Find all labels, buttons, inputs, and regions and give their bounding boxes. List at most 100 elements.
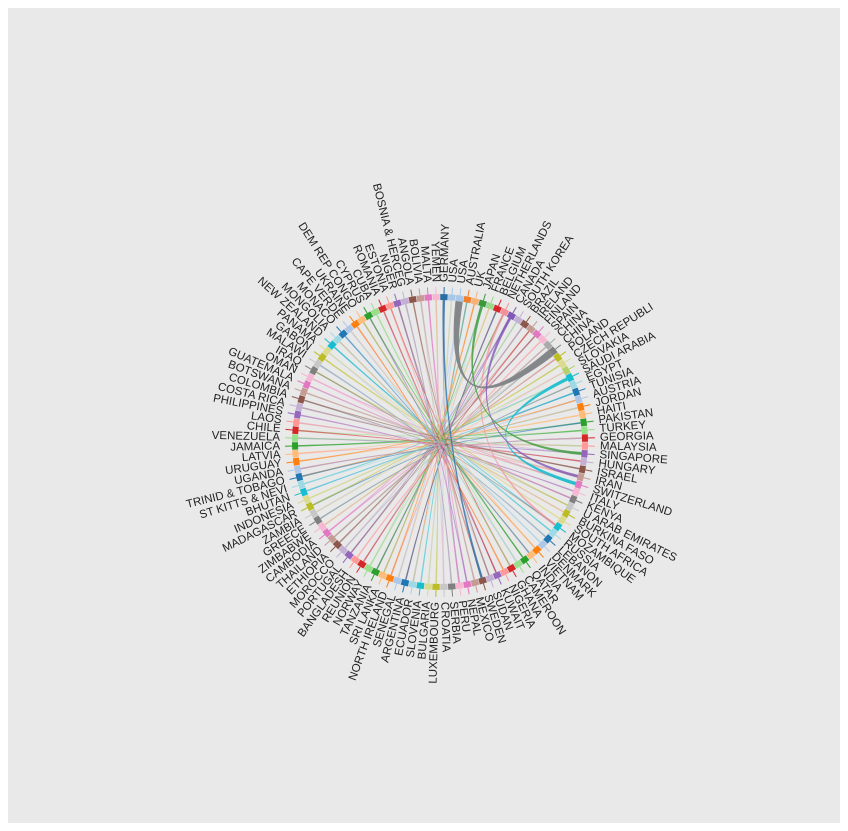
tick-malta-114 <box>426 287 429 295</box>
arc-mongolia-101 <box>332 334 343 345</box>
arc-ghana-48 <box>506 563 517 573</box>
arc-ethiopia-72 <box>332 539 343 550</box>
tick-ghana-48 <box>512 570 517 578</box>
label-georgia-28: GEORGIA <box>600 430 654 443</box>
arc-cyprus-106 <box>363 311 374 321</box>
arc-brazil-11 <box>519 319 530 329</box>
arc-portugal-70 <box>344 550 354 560</box>
tick-angola-112 <box>410 289 413 297</box>
arc-china-16 <box>548 346 558 356</box>
ribbon-norway-67 <box>369 321 518 566</box>
tick-tunisia-22 <box>578 388 586 392</box>
arc-iran-33 <box>576 472 585 482</box>
arc-usa-1 <box>447 294 456 301</box>
tick-latvia-85 <box>285 453 293 456</box>
tick-india-45 <box>532 557 538 564</box>
tick-zambia-77 <box>304 514 312 519</box>
label-luxembourg-58: LUXEMBOURG <box>427 602 441 684</box>
arc-bosnia-herceg-111 <box>400 297 410 306</box>
arc-nepal-54 <box>463 580 472 589</box>
arc-yemen-115 <box>432 294 440 301</box>
ribbon-monaco-102 <box>344 335 530 554</box>
tick-new-zealand-100 <box>324 338 331 344</box>
tick-sudan-51 <box>490 580 494 588</box>
arc-monaco-102 <box>338 329 348 339</box>
arc-ireland-12 <box>526 324 536 334</box>
arc-vietnam-44 <box>532 545 542 555</box>
tick-mongolia-101 <box>330 332 336 338</box>
label-germany-0: GERMANY <box>438 223 452 282</box>
arc-russia-41 <box>548 528 558 538</box>
arc-ecuador-61 <box>408 580 417 589</box>
arc-cuba-107 <box>370 307 381 317</box>
tick-burkina-faso-38 <box>568 514 576 519</box>
ribbon-new-zealand-100 <box>333 346 552 532</box>
tick-finland-13 <box>538 326 544 333</box>
tick-norway-67 <box>363 570 368 578</box>
tick-chile-88 <box>285 428 293 431</box>
ribbon-oman-95 <box>312 378 564 513</box>
tick-singapore-30 <box>587 453 595 456</box>
tick-jordan-24 <box>583 404 591 407</box>
tick-cambodia-74 <box>318 534 325 540</box>
arcs-layer <box>285 287 595 597</box>
arc-netherlands-8 <box>499 307 510 317</box>
tick-greece-76 <box>309 521 316 526</box>
tick-bangladesh-69 <box>349 561 355 569</box>
arc-tanzania-66 <box>370 567 381 577</box>
tick-mexico-53 <box>475 585 478 593</box>
arc-italy-35 <box>572 487 581 497</box>
arc-gabon-98 <box>317 352 327 363</box>
arc-latvia-85 <box>292 449 299 458</box>
label-serbia-56: SERBIA <box>447 601 462 644</box>
tick-saudi-arabia-20 <box>572 372 580 377</box>
arc-chile-88 <box>292 426 299 435</box>
tick-iran-33 <box>583 477 591 480</box>
tick-ireland-12 <box>532 320 538 327</box>
ribbon-indonesia-79 <box>309 378 568 499</box>
arc-mozambique-40 <box>553 521 563 532</box>
arc-saudi-arabia-20 <box>565 372 575 383</box>
tick-china-15 <box>549 338 556 344</box>
tick-haiti-25 <box>585 412 593 415</box>
tick-lebanon-42 <box>549 540 556 546</box>
tick-botswana-93 <box>294 388 302 392</box>
tick-peru-55 <box>459 588 462 596</box>
arc-kenya-36 <box>568 494 578 504</box>
arc-malawi-97 <box>313 359 323 369</box>
arc-north-ireland-64 <box>385 574 395 583</box>
tick-kuwait-50 <box>498 577 502 585</box>
tick-bulgaria-59 <box>426 589 429 597</box>
tick-madagascar-78 <box>300 507 308 512</box>
tick-estonia-109 <box>386 296 390 304</box>
arc-denmark-43 <box>537 539 548 550</box>
arc-egypt-21 <box>568 380 578 390</box>
tick-colombia-92 <box>291 396 299 400</box>
tick-portugal-70 <box>342 557 348 564</box>
arc-bangladesh-69 <box>350 555 361 565</box>
ribbon-chile-88 <box>298 429 581 462</box>
label-yemen-115: YEMEN <box>429 241 442 282</box>
tick-oman-95 <box>300 372 308 377</box>
tick-france-6 <box>490 296 494 304</box>
label-malta-114: MALTA <box>418 246 433 284</box>
arc-niger-110 <box>392 299 402 308</box>
arc-botswana-93 <box>299 387 308 397</box>
tick-switzerland-34 <box>581 484 589 488</box>
arc-south-africa-39 <box>557 515 567 525</box>
tick-laos-89 <box>286 420 294 423</box>
arc-romania-108 <box>378 304 388 314</box>
tick-denmark-43 <box>544 546 550 552</box>
tick-russia-41 <box>555 534 562 540</box>
arc-serbia-56 <box>447 583 456 590</box>
tick-vietnam-44 <box>538 551 544 558</box>
tick-dem-rep-congo-105 <box>356 311 361 318</box>
tick-cuba-107 <box>370 302 375 310</box>
label-turkey-27: TURKEY <box>599 419 647 435</box>
tick-reunion-68 <box>356 566 361 573</box>
arc-indonesia-79 <box>302 494 312 504</box>
arc-slovenia-60 <box>416 582 425 590</box>
tick-serbia-56 <box>451 589 454 597</box>
label-venezuela-87: VENEZUELA <box>212 430 281 444</box>
